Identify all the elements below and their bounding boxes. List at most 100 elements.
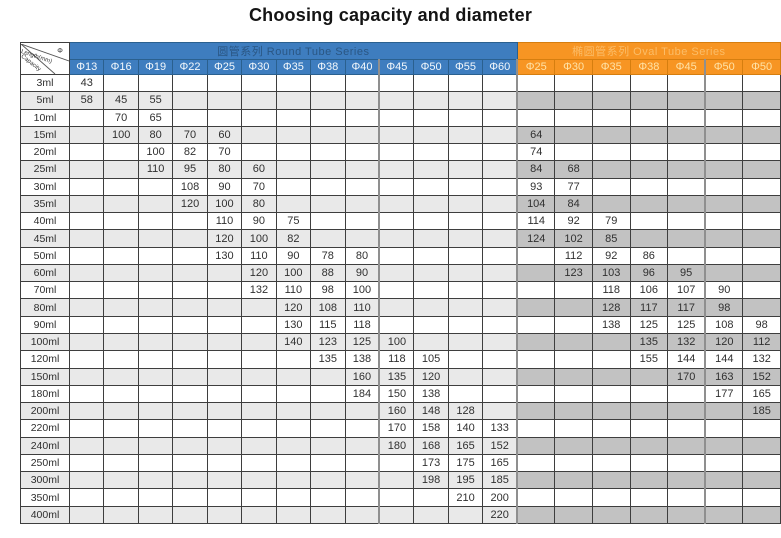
empty-cell [310, 505, 346, 524]
empty-cell [103, 315, 139, 334]
empty-cell [378, 143, 415, 162]
oval-column-header-Φ38: Φ38 [629, 59, 669, 75]
length-value-cell: 132 [742, 350, 781, 369]
row-label-capacity: 70ml [20, 281, 70, 300]
empty-cell [742, 246, 781, 265]
empty-cell [344, 73, 380, 93]
empty-cell [137, 488, 174, 507]
table-row-70ml: 70ml 132 110 98 100 118 106 107 90 [20, 281, 781, 300]
length-value-cell: 79 [591, 212, 631, 231]
length-value-cell: 152 [742, 367, 781, 386]
empty-cell [629, 177, 669, 196]
empty-cell [447, 91, 484, 110]
empty-cell [344, 471, 380, 490]
length-value-cell: 82 [275, 229, 312, 248]
empty-cell [554, 419, 593, 438]
empty-cell [591, 436, 631, 455]
empty-cell [137, 350, 174, 369]
empty-cell [68, 212, 105, 231]
empty-cell [413, 332, 449, 352]
row-label-capacity: 300ml [20, 471, 70, 490]
length-value-cell: 110 [137, 160, 174, 179]
length-value-cell: 123 [554, 263, 593, 283]
length-value-cell: 144 [667, 350, 706, 369]
empty-cell [310, 419, 346, 438]
empty-cell [667, 108, 706, 127]
table-row-10ml: 10ml 70 65 [20, 108, 781, 127]
empty-cell [413, 177, 449, 196]
empty-cell [516, 384, 556, 404]
length-value-cell: 80 [206, 160, 243, 179]
empty-cell [68, 108, 105, 127]
empty-cell [137, 384, 174, 404]
empty-cell [447, 315, 484, 334]
table-row-400ml: 400ml 220 [20, 505, 781, 524]
empty-cell [667, 229, 706, 248]
empty-cell [554, 332, 593, 352]
empty-cell [447, 177, 484, 196]
length-value-cell: 185 [742, 402, 781, 421]
length-value-cell: 106 [629, 281, 669, 300]
empty-cell [413, 108, 449, 127]
empty-cell [482, 350, 518, 369]
empty-cell [68, 177, 105, 196]
empty-cell [554, 315, 593, 334]
length-value-cell: 98 [742, 315, 781, 334]
length-value-cell: 125 [667, 315, 706, 334]
empty-cell [742, 160, 781, 179]
table-row-150ml: 150ml 160 135 120 170 163 152 [20, 367, 781, 386]
empty-cell [103, 453, 139, 473]
empty-cell [591, 143, 631, 162]
empty-cell [378, 505, 415, 524]
empty-cell [344, 143, 380, 162]
length-value-cell: 74 [516, 143, 556, 162]
length-value-cell: 90 [344, 263, 380, 283]
round-column-header-Φ13: Φ13 [68, 59, 105, 75]
length-value-cell: 60 [241, 160, 277, 179]
empty-cell [516, 488, 556, 507]
empty-cell [482, 315, 518, 334]
empty-cell [378, 298, 415, 317]
table-row-120ml: 120ml 135 138 118 105 155 144 144 132 [20, 350, 781, 369]
empty-cell [310, 212, 346, 231]
empty-cell [742, 471, 781, 490]
empty-cell [241, 298, 277, 317]
empty-cell [742, 453, 781, 473]
length-value-cell: 100 [378, 332, 415, 352]
empty-cell [667, 436, 706, 455]
round-column-header-Φ40: Φ40 [344, 59, 380, 75]
row-label-capacity: 25ml [20, 160, 70, 179]
empty-cell [482, 281, 518, 300]
length-value-cell: 210 [447, 488, 484, 507]
length-value-cell: 160 [378, 402, 415, 421]
empty-cell [378, 125, 415, 145]
empty-cell [172, 229, 208, 248]
length-value-cell: 118 [378, 350, 415, 369]
empty-cell [103, 419, 139, 438]
empty-cell [241, 402, 277, 421]
empty-cell [206, 350, 243, 369]
empty-cell [704, 471, 744, 490]
empty-cell [310, 402, 346, 421]
round-column-header-Φ19: Φ19 [137, 59, 174, 75]
empty-cell [447, 194, 484, 214]
empty-cell [137, 471, 174, 490]
length-value-cell: 107 [667, 281, 706, 300]
length-value-cell: 165 [447, 436, 484, 455]
empty-cell [275, 125, 312, 145]
row-label-capacity: 15ml [20, 125, 70, 145]
length-value-cell: 135 [378, 367, 415, 386]
empty-cell [413, 298, 449, 317]
empty-cell [482, 367, 518, 386]
length-value-cell: 120 [275, 298, 312, 317]
length-value-cell: 92 [591, 246, 631, 265]
length-value-cell: 175 [447, 453, 484, 473]
empty-cell [275, 384, 312, 404]
empty-cell [742, 73, 781, 93]
empty-cell [137, 332, 174, 352]
empty-cell [68, 384, 105, 404]
empty-cell [206, 108, 243, 127]
empty-cell [275, 402, 312, 421]
empty-cell [447, 73, 484, 93]
empty-cell [241, 505, 277, 524]
